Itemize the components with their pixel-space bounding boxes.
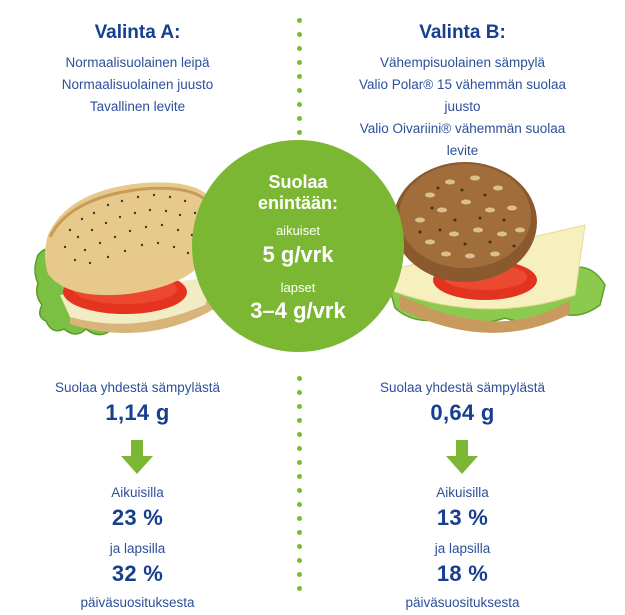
option-a-item-spread: Tavallinen levite (89, 99, 186, 114)
sandwich-b-image (389, 162, 606, 333)
option-a-item-cheese: Normaalisuolainen juusto (61, 77, 214, 92)
divider-bottom (296, 376, 302, 600)
option-a-title: Valinta A: (94, 22, 181, 43)
option-b-title: Valinta B: (419, 22, 506, 43)
option-a-salt-label: Suolaa yhdestä sämpylästä (54, 380, 221, 395)
circle-children-value: 3–4 g/vrk (250, 298, 346, 323)
option-b-children-value: 18 % (436, 561, 489, 586)
arrow-down-icon (446, 440, 478, 474)
option-a-adults-label: Aikuisilla (111, 485, 164, 500)
option-a-children-label: ja lapsilla (109, 541, 166, 556)
option-a-adults-value: 23 % (111, 505, 164, 530)
option-b-item-cheese: Valio Polar® 15 vähemmän suolaa juusto (358, 77, 567, 114)
option-b-items: Vähempisuolainen sämpylä Valio Polar® 15… (345, 52, 580, 162)
option-b-item-bread: Vähempisuolainen sämpylä (379, 55, 546, 70)
circle-children-label: lapset (280, 280, 316, 295)
circle-title-line2: enintään: (257, 193, 338, 213)
circle-adults-label: aikuiset (275, 223, 321, 238)
sandwich-a-image (34, 182, 217, 336)
option-b-salt-value: 0,64 g (430, 400, 495, 425)
arrow-down-icon (121, 440, 153, 474)
option-b-children-label: ja lapsilla (434, 541, 491, 556)
option-a-footer: päiväsuosituksesta (80, 595, 195, 610)
circle-adults-value: 5 g/vrk (262, 242, 334, 267)
option-b-adults-label: Aikuisilla (436, 485, 489, 500)
option-a-salt-value: 1,14 g (105, 400, 170, 425)
option-a-items: Normaalisuolainen leipä Normaalisuolaine… (20, 52, 255, 118)
circle-title-line1: Suolaa (268, 172, 328, 192)
option-b-item-spread: Valio Oivariini® vähemmän suolaa levite (359, 121, 566, 158)
option-b-salt-label: Suolaa yhdestä sämpylästä (379, 380, 546, 395)
option-a-item-bread: Normaalisuolainen leipä (65, 55, 210, 70)
salt-limit-circle: Suolaa enintään: aikuiset 5 g/vrk lapset… (192, 140, 404, 352)
option-a-children-value: 32 % (111, 561, 164, 586)
option-b-footer: päiväsuosituksesta (405, 595, 520, 610)
option-b-adults-value: 13 % (436, 505, 489, 530)
